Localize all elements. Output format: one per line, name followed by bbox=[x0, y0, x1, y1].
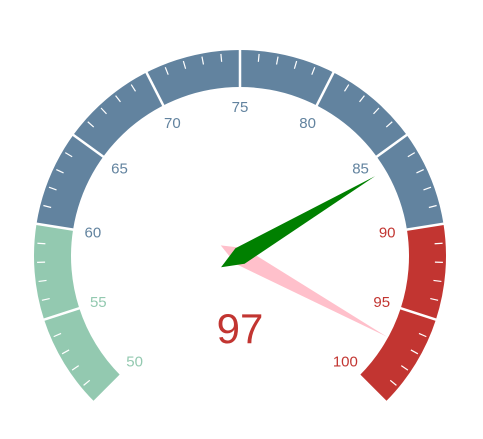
major-tick-4 bbox=[144, 70, 165, 107]
major-tick-0 bbox=[92, 373, 123, 404]
minor-tick-21 bbox=[275, 56, 279, 65]
minor-tick-34 bbox=[433, 279, 442, 283]
gauge-band-2 bbox=[359, 223, 446, 402]
tick-label-1: 55 bbox=[90, 294, 107, 311]
minor-tick-37 bbox=[410, 349, 419, 355]
secondary-pointer bbox=[221, 176, 376, 268]
minor-tick-39 bbox=[389, 379, 397, 386]
minor-tick-2 bbox=[61, 349, 70, 355]
minor-tick-0 bbox=[83, 379, 91, 386]
minor-tick-22 bbox=[293, 60, 298, 69]
minor-tick-32 bbox=[434, 242, 443, 245]
major-tick-7 bbox=[375, 133, 409, 159]
minor-tick-14 bbox=[115, 95, 121, 103]
major-tick-2 bbox=[35, 222, 75, 231]
major-tick-3 bbox=[71, 133, 105, 159]
value-pointer bbox=[220, 245, 388, 337]
minor-tick-19 bbox=[220, 53, 223, 62]
gauge-tick-labels: 50 55 60 65 70 75 80 85 90 95 100 bbox=[84, 99, 395, 370]
gauge-band-1 bbox=[36, 49, 444, 230]
minor-tick-16 bbox=[164, 67, 169, 75]
tick-label-0: 50 bbox=[126, 353, 143, 370]
minor-tick-20 bbox=[257, 53, 260, 62]
minor-tick-25 bbox=[359, 95, 365, 103]
minor-tick-5 bbox=[38, 279, 47, 283]
tick-label-8: 90 bbox=[379, 225, 396, 242]
minor-tick-18 bbox=[201, 56, 205, 65]
minor-tick-29 bbox=[416, 169, 424, 174]
tick-label-2: 60 bbox=[84, 225, 101, 242]
minor-tick-3 bbox=[53, 332, 62, 338]
minor-tick-31 bbox=[428, 204, 437, 209]
minor-tick-28 bbox=[407, 152, 416, 158]
minor-tick-17 bbox=[182, 60, 187, 69]
minor-tick-36 bbox=[418, 332, 427, 338]
major-tick-8 bbox=[405, 222, 445, 231]
minor-tick-8 bbox=[43, 204, 52, 209]
minor-tick-13 bbox=[100, 107, 107, 115]
major-tick-10 bbox=[357, 373, 388, 404]
major-tick-9 bbox=[399, 306, 438, 322]
minor-tick-35 bbox=[430, 297, 439, 301]
minor-tick-11 bbox=[64, 152, 73, 158]
tick-label-7: 85 bbox=[352, 160, 369, 177]
minor-tick-23 bbox=[311, 67, 316, 75]
minor-tick-27 bbox=[385, 121, 393, 128]
tick-label-9: 95 bbox=[373, 294, 390, 311]
gauge-value-label: 97 bbox=[217, 305, 264, 352]
minor-tick-38 bbox=[400, 365, 409, 371]
tick-label-3: 65 bbox=[111, 160, 128, 177]
tick-label-4: 70 bbox=[164, 115, 181, 132]
major-tick-6 bbox=[315, 70, 336, 107]
gauge-bands bbox=[34, 49, 446, 402]
minor-tick-15 bbox=[130, 84, 137, 92]
tick-label-10: 100 bbox=[333, 353, 358, 370]
minor-tick-9 bbox=[48, 186, 57, 191]
minor-tick-1 bbox=[71, 365, 80, 371]
tick-label-6: 80 bbox=[299, 115, 316, 132]
major-tick-1 bbox=[42, 306, 81, 322]
minor-tick-26 bbox=[373, 107, 380, 115]
minor-tick-30 bbox=[423, 186, 432, 191]
minor-tick-10 bbox=[56, 169, 64, 174]
gauge-band-separators bbox=[35, 49, 445, 404]
gauge-ticks bbox=[37, 53, 443, 386]
tick-label-5: 75 bbox=[232, 99, 249, 116]
minor-tick-12 bbox=[87, 121, 95, 128]
gauge-pointers bbox=[220, 176, 388, 337]
minor-tick-4 bbox=[41, 297, 50, 301]
minor-tick-7 bbox=[37, 242, 46, 245]
minor-tick-24 bbox=[343, 84, 350, 92]
gauge-band-0 bbox=[34, 223, 121, 402]
